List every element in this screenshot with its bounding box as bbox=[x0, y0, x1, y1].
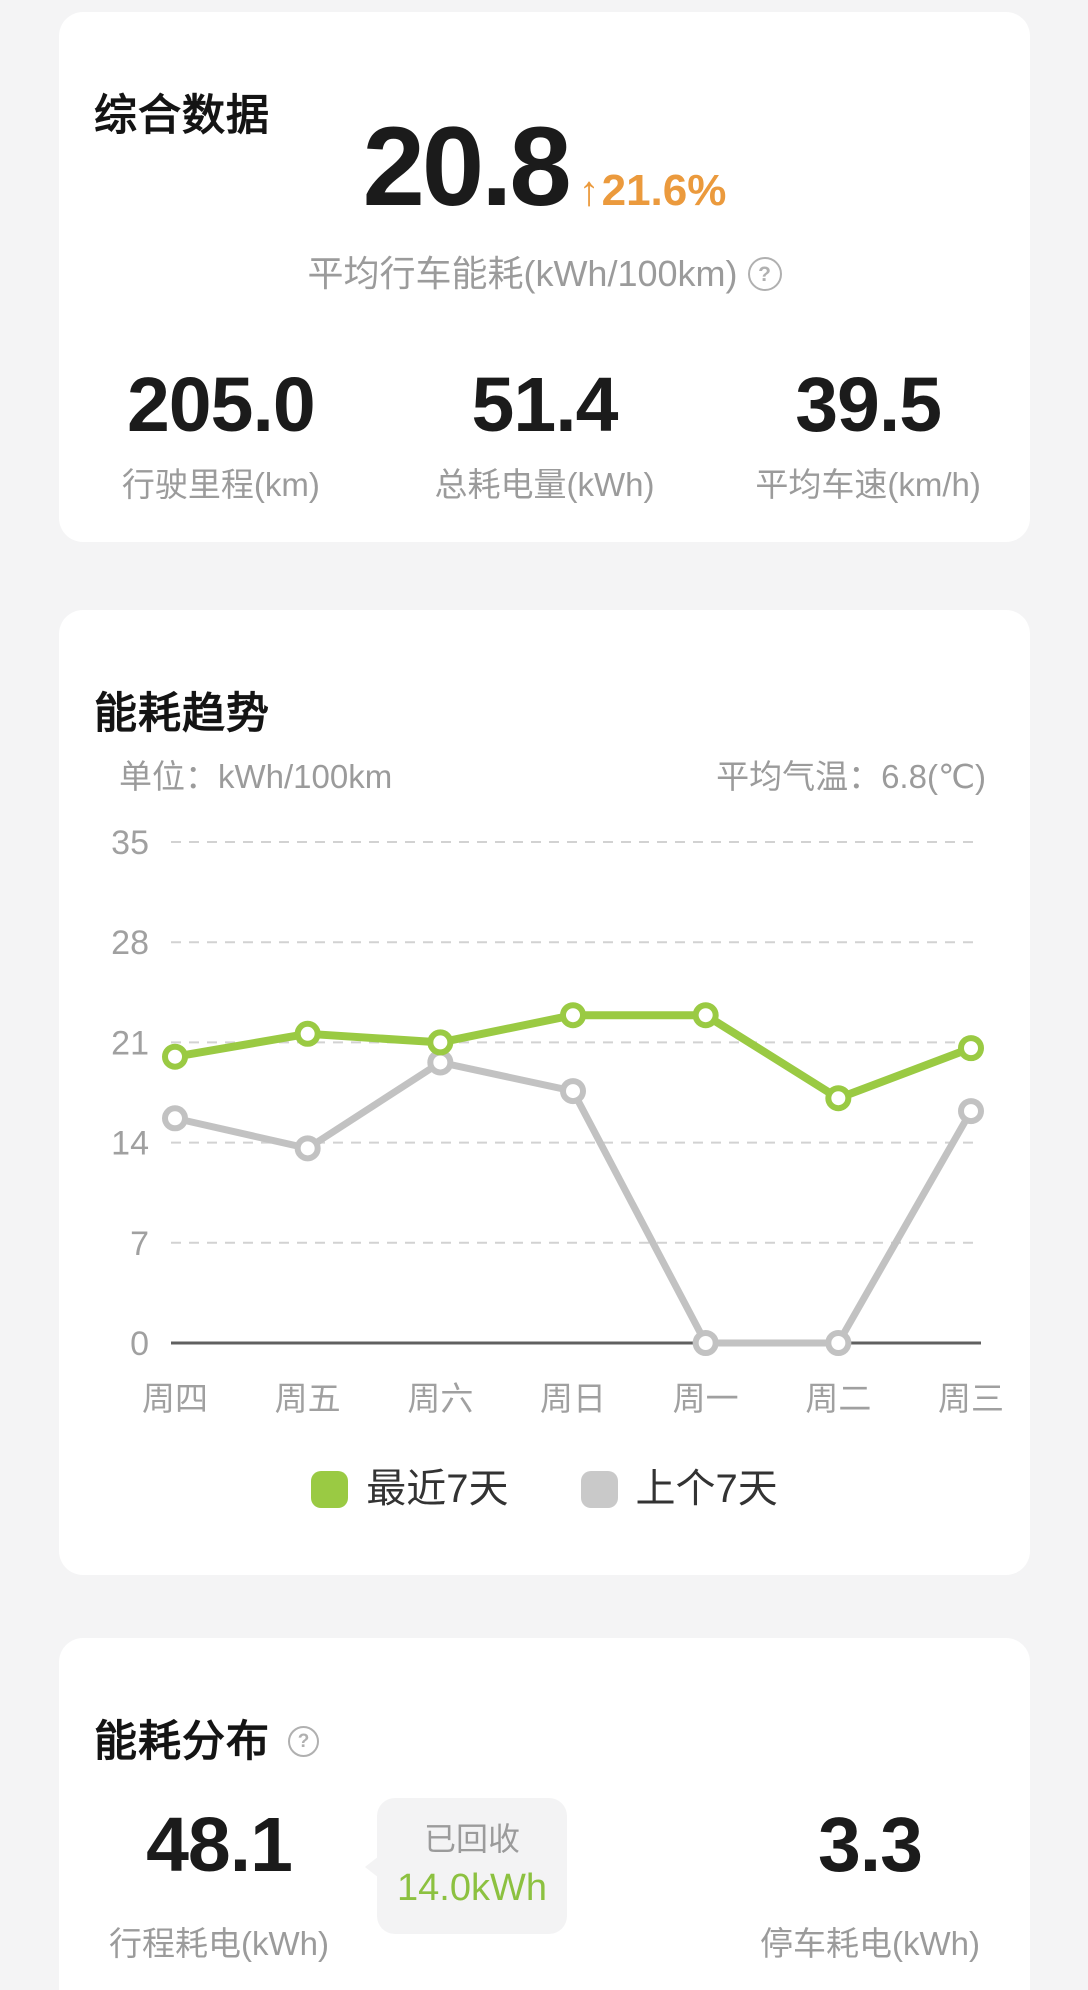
chart-unit-label: 单位：kWh/100km bbox=[119, 758, 393, 795]
trip-energy-stat: 48.1 行程耗电(kWh) bbox=[59, 1805, 379, 1963]
svg-text:周四: 周四 bbox=[142, 1380, 208, 1417]
legend-swatch-gray bbox=[580, 1470, 618, 1508]
svg-text:28: 28 bbox=[111, 924, 149, 962]
help-icon[interactable]: ? bbox=[747, 257, 782, 291]
svg-text:周日: 周日 bbox=[540, 1380, 606, 1417]
stat-distance: 205.0 行驶里程(km) bbox=[59, 364, 383, 504]
trend-card-title: 能耗趋势 bbox=[94, 689, 270, 738]
recovered-energy-title: 已回收 bbox=[423, 1821, 520, 1857]
svg-text:周三: 周三 bbox=[938, 1380, 1004, 1417]
parking-energy-label: 停车耗电(kWh) bbox=[760, 1925, 980, 1962]
legend-label-previous-7-days: 上个7天 bbox=[635, 1467, 778, 1511]
summary-stats-row: 205.0 行驶里程(km) 51.4 总耗电量(kWh) 39.5 平均车速(… bbox=[59, 364, 1030, 504]
average-consumption-label-row: 平均行车能耗(kWh/100km) ? bbox=[59, 252, 1030, 296]
svg-text:35: 35 bbox=[111, 824, 149, 862]
trend-up-arrow-icon: ↑ bbox=[578, 167, 600, 214]
stat-total-energy-label: 总耗电量(kWh) bbox=[434, 466, 655, 503]
svg-text:周五: 周五 bbox=[275, 1380, 341, 1417]
svg-text:14: 14 bbox=[111, 1125, 149, 1163]
chart-meta-row: 单位：kWh/100km 平均气温：6.8(℃) bbox=[119, 757, 986, 797]
chart-legend: 最近7天 上个7天 bbox=[59, 1466, 1030, 1512]
svg-text:周一: 周一 bbox=[673, 1380, 739, 1417]
stat-distance-label: 行驶里程(km) bbox=[121, 466, 320, 503]
distribution-card: 能耗分布 ? 48.1 行程耗电(kWh) 已回收 14.0kWh 3.3 停车… bbox=[59, 1638, 1030, 1990]
stat-total-energy-value: 51.4 bbox=[471, 362, 619, 448]
summary-card-title: 综合数据 bbox=[94, 91, 270, 140]
trend-card: 能耗趋势 单位：kWh/100km 平均气温：6.8(℃) 0 7 14 21 28 35… bbox=[59, 610, 1030, 1575]
help-icon[interactable]: ? bbox=[288, 1726, 319, 1758]
svg-text:周二: 周二 bbox=[805, 1380, 871, 1417]
summary-card: 综合数据 20.8 ↑ 21.6% 平均行车能耗(kWh/100km) ? 20… bbox=[59, 12, 1030, 542]
recovered-energy-badge: 已回收 14.0kWh bbox=[365, 1798, 567, 1934]
legend-swatch-green bbox=[311, 1470, 349, 1508]
trip-energy-label: 行程耗电(kWh) bbox=[109, 1925, 329, 1962]
distribution-card-title: 能耗分布 bbox=[94, 1717, 270, 1766]
legend-item-recent-7-days[interactable]: 最近7天 bbox=[311, 1466, 509, 1512]
trend-badge: ↑ 21.6% bbox=[579, 166, 727, 216]
energy-trend-line-chart: 0 7 14 21 28 35 周四 周五 周六 周日 周一 周二 周三 bbox=[111, 824, 1004, 1417]
legend-item-previous-7-days[interactable]: 上个7天 bbox=[580, 1466, 778, 1512]
svg-text:21: 21 bbox=[111, 1024, 149, 1062]
average-consumption-value: 20.8 bbox=[362, 104, 572, 229]
legend-label-recent-7-days: 最近7天 bbox=[366, 1467, 509, 1511]
stat-avg-speed: 39.5 平均车速(km/h) bbox=[706, 364, 1030, 504]
trend-percent: 21.6% bbox=[601, 166, 727, 215]
chart-temperature-label: 平均气温：6.8(℃) bbox=[716, 758, 986, 795]
parking-energy-value: 3.3 bbox=[817, 1802, 923, 1888]
recovered-energy-value: 14.0kWh bbox=[397, 1867, 547, 1909]
average-consumption-row: 20.8 ↑ 21.6% bbox=[59, 108, 1030, 226]
svg-text:7: 7 bbox=[130, 1225, 149, 1263]
svg-text:周六: 周六 bbox=[407, 1380, 473, 1417]
average-consumption-label: 平均行车能耗(kWh/100km) bbox=[307, 253, 738, 294]
stat-avg-speed-value: 39.5 bbox=[795, 362, 942, 448]
svg-text:0: 0 bbox=[130, 1325, 149, 1363]
stat-total-energy: 51.4 总耗电量(kWh) bbox=[383, 364, 707, 504]
distribution-title-row: 能耗分布 ? bbox=[94, 1682, 319, 1801]
trip-energy-value: 48.1 bbox=[146, 1802, 293, 1888]
parking-energy-stat: 3.3 停车耗电(kWh) bbox=[710, 1805, 1030, 1963]
stat-distance-value: 205.0 bbox=[126, 362, 316, 448]
stat-avg-speed-label: 平均车速(km/h) bbox=[755, 466, 981, 503]
